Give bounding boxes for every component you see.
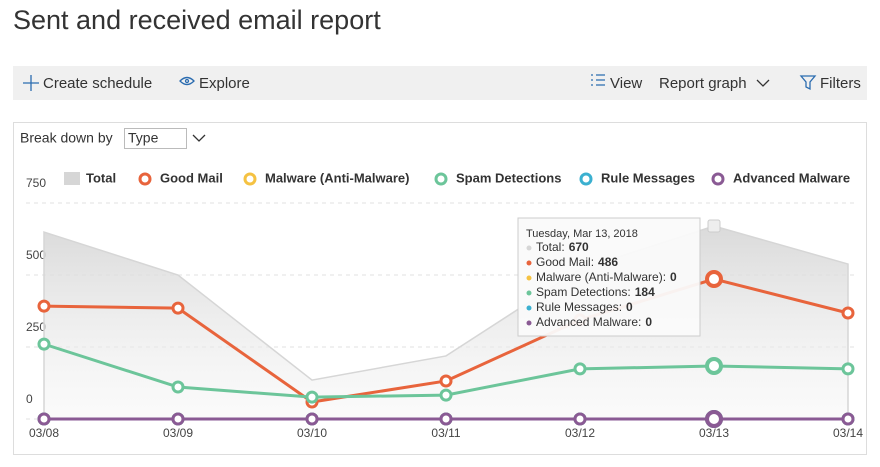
y-tick-label: 250 [26,320,46,334]
legend-label: Spam Detections [456,170,561,185]
point [705,270,723,289]
toolbar-icons [23,74,817,91]
tooltip-row: Malware (Anti-Malware): 0 [536,270,677,284]
point [439,412,453,426]
x-tick-label: 03/08 [29,426,59,440]
tooltip-label: Rule Messages: [536,300,622,314]
tooltip-bullet [526,260,532,266]
tooltip-value: 670 [569,240,589,254]
legend-swatch [64,172,80,185]
point [171,301,185,315]
tooltip-bullet [526,305,532,311]
legend-swatch [434,172,448,186]
tooltip-value: 486 [598,255,618,269]
point [841,306,855,320]
legend-label: Good Mail [160,170,223,185]
legend-label: Malware (Anti-Malware) [265,170,409,185]
report-graph-dropdown[interactable]: Report graph [659,75,747,92]
tooltip-label: Spam Detections: [536,285,631,299]
legend-label: Rule Messages [601,170,695,185]
tooltip-value: 0 [626,300,633,314]
tooltip-row: Good Mail: 486 [536,255,618,269]
tooltip-bullet [526,290,532,296]
point [305,412,319,426]
y-tick-label: 750 [26,176,46,190]
y-tick-label: 500 [26,248,46,262]
page-title: Sent and received email report [13,5,381,35]
tooltip-bullet [526,245,532,251]
legend-label: Total [86,170,116,185]
tooltip-title: Tuesday, Mar 13, 2018 [526,228,638,240]
point [573,412,587,426]
point [439,374,453,388]
hover-marker [707,219,721,233]
create-schedule-button[interactable]: Create schedule [43,75,152,92]
tooltip-value: 0 [670,270,677,284]
tooltip-bullet [526,275,532,281]
tooltip-row: Rule Messages: 0 [536,300,633,314]
legend-swatch [138,172,152,186]
tooltip-label: Malware (Anti-Malware): [536,270,666,284]
legend-swatch [243,172,257,186]
tooltip [517,217,701,337]
point [305,390,319,404]
toolbar [13,66,867,100]
tooltip-row: Total: 670 [536,240,589,254]
point [171,412,185,426]
tooltip-value: 0 [645,315,652,329]
breakdown-select[interactable] [124,128,187,149]
point [171,380,185,394]
point [841,412,855,426]
filters-button[interactable]: Filters [820,75,861,92]
point [439,388,453,402]
point [37,412,51,426]
tooltip-label: Advanced Malware: [536,315,641,329]
chart-panel [13,122,867,455]
tooltip-label: Good Mail: [536,255,594,269]
x-tick-label: 03/11 [431,426,460,440]
point [37,299,51,313]
point [705,410,723,428]
select-chevron[interactable] [192,134,206,142]
legend-swatch [579,172,593,186]
tooltip-value: 184 [635,285,655,299]
point [573,362,587,376]
breakdown-value: Type [128,130,159,146]
point [705,357,723,376]
legend-label: Advanced Malware [733,170,850,185]
point [37,337,51,351]
x-tick-label: 03/12 [565,426,595,440]
tooltip-row: Advanced Malware: 0 [536,315,652,329]
breakdown-label: Break down by [20,130,113,146]
x-tick-label: 03/13 [699,426,729,440]
tooltip-label: Total: [536,240,565,254]
tooltip-row: Spam Detections: 184 [536,285,655,299]
view-button[interactable]: View [610,75,642,92]
explore-button[interactable]: Explore [199,75,250,92]
x-tick-label: 03/10 [297,426,327,440]
legend-swatch [711,172,725,186]
y-tick-label: 0 [26,392,33,406]
x-tick-label: 03/14 [833,426,863,440]
tooltip-bullet [526,320,532,326]
point [841,362,855,376]
x-tick-label: 03/09 [163,426,193,440]
